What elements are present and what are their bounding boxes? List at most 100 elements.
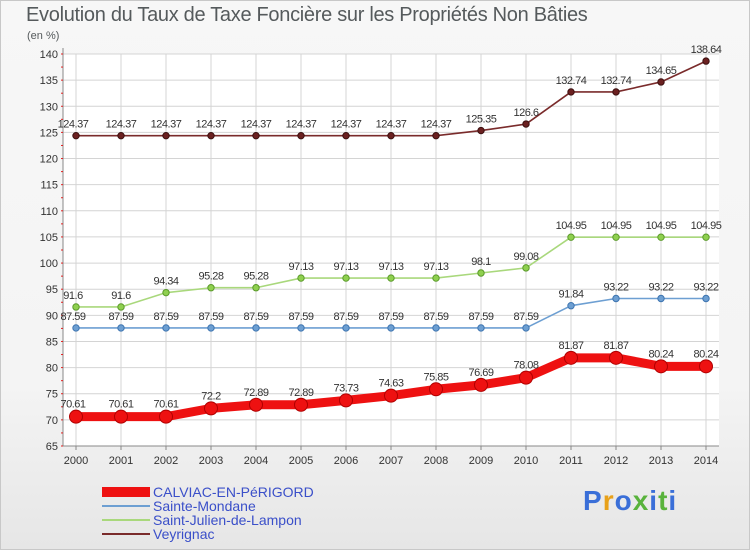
data-point <box>429 382 443 397</box>
data-point <box>117 131 125 140</box>
data-point <box>564 350 578 365</box>
data-label: 95.28 <box>243 271 268 283</box>
data-point <box>297 131 305 140</box>
data-point <box>387 131 395 140</box>
data-label: 134.65 <box>646 65 677 77</box>
data-label: 138.64 <box>691 44 722 56</box>
data-point <box>699 359 713 374</box>
data-point <box>162 324 170 332</box>
x-tick-label: 2001 <box>109 455 133 467</box>
data-point <box>612 88 620 96</box>
legend-swatch <box>102 487 150 497</box>
data-point <box>117 303 125 311</box>
data-point <box>567 233 575 241</box>
data-label: 80.24 <box>693 348 718 360</box>
data-point <box>342 324 350 332</box>
data-point <box>204 401 218 416</box>
data-point <box>387 324 395 332</box>
logo-letter: x <box>632 485 650 516</box>
data-label: 97.13 <box>333 261 358 273</box>
y-tick-label: 70 <box>46 415 58 427</box>
data-point <box>69 409 83 424</box>
data-label: 99.08 <box>513 251 538 263</box>
data-label: 124.37 <box>151 119 182 131</box>
data-label: 104.95 <box>691 220 722 232</box>
data-point <box>117 324 125 332</box>
legend-swatch <box>102 519 150 521</box>
data-label: 104.95 <box>646 220 677 232</box>
y-axis-minor-tick <box>61 131 63 133</box>
y-axis-minor-tick <box>61 340 63 342</box>
data-point <box>72 303 80 311</box>
y-tick-label: 125 <box>40 127 58 139</box>
y-tick-label: 75 <box>46 389 58 401</box>
y-axis-minor-tick <box>61 406 63 408</box>
data-point <box>522 264 530 272</box>
y-axis-minor-tick <box>61 53 63 55</box>
data-label: 70.61 <box>108 399 133 411</box>
data-point <box>477 269 485 277</box>
x-tick-label: 2004 <box>244 455 268 467</box>
data-label: 93.22 <box>693 282 718 294</box>
y-tick-label: 115 <box>40 180 58 192</box>
y-axis-minor-tick <box>61 432 63 434</box>
y-axis-minor-tick <box>61 118 63 120</box>
y-tick-label: 80 <box>46 363 58 375</box>
x-tick-label: 2011 <box>559 455 583 467</box>
data-label: 124.37 <box>376 119 407 131</box>
y-tick-label: 130 <box>40 101 58 113</box>
data-label: 76.69 <box>468 367 493 379</box>
data-point <box>297 274 305 282</box>
data-point <box>657 233 665 241</box>
data-label: 72.2 <box>201 390 221 402</box>
data-label: 72.89 <box>288 387 313 399</box>
data-label: 74.63 <box>378 378 403 390</box>
legend-label: Saint-Julien-de-Lampon <box>153 512 302 528</box>
data-point <box>384 388 398 403</box>
data-label: 124.37 <box>196 119 227 131</box>
data-label: 72.89 <box>243 387 268 399</box>
data-point <box>702 294 710 303</box>
data-label: 87.59 <box>153 311 178 323</box>
data-point <box>522 120 530 128</box>
chart-title: Evolution du Taux de Taxe Foncière sur l… <box>26 4 588 26</box>
data-label: 81.87 <box>603 340 628 352</box>
y-tick-label: 135 <box>40 75 58 87</box>
data-label: 132.74 <box>556 75 587 87</box>
logo-letter: o <box>614 485 633 516</box>
data-point <box>519 370 533 385</box>
data-label: 87.59 <box>468 311 493 323</box>
y-tick-label: 120 <box>40 154 58 166</box>
y-tick-label: 140 <box>40 49 58 61</box>
data-label: 87.59 <box>378 311 403 323</box>
data-label: 70.61 <box>60 399 85 411</box>
data-point <box>474 377 488 392</box>
data-label: 124.37 <box>286 119 317 131</box>
y-axis-minor-tick <box>61 393 63 395</box>
x-tick-label: 2005 <box>289 455 313 467</box>
data-label: 87.59 <box>198 311 223 323</box>
data-label: 87.59 <box>288 311 313 323</box>
data-point <box>252 324 260 332</box>
data-point <box>657 78 665 86</box>
data-point <box>477 324 485 332</box>
data-label: 73.73 <box>333 382 358 394</box>
data-label: 98.1 <box>471 256 491 268</box>
data-point <box>432 274 440 282</box>
data-point <box>342 274 350 282</box>
data-label: 125.35 <box>466 114 497 126</box>
y-axis-minor-tick <box>61 380 63 382</box>
data-label: 91.6 <box>63 290 83 302</box>
logo-letter: i <box>649 485 659 516</box>
chart-unit-label: (en %) <box>27 30 60 42</box>
y-tick-label: 65 <box>46 441 58 453</box>
legend-label: Sainte-Mondane <box>153 498 256 514</box>
data-label: 93.22 <box>648 282 673 294</box>
y-axis-minor-tick <box>61 275 63 277</box>
legend-label: Veyrignac <box>153 526 215 542</box>
x-tick-label: 2002 <box>154 455 178 467</box>
data-point <box>432 324 440 332</box>
y-axis-minor-tick <box>61 354 63 356</box>
x-tick-label: 2006 <box>334 455 358 467</box>
